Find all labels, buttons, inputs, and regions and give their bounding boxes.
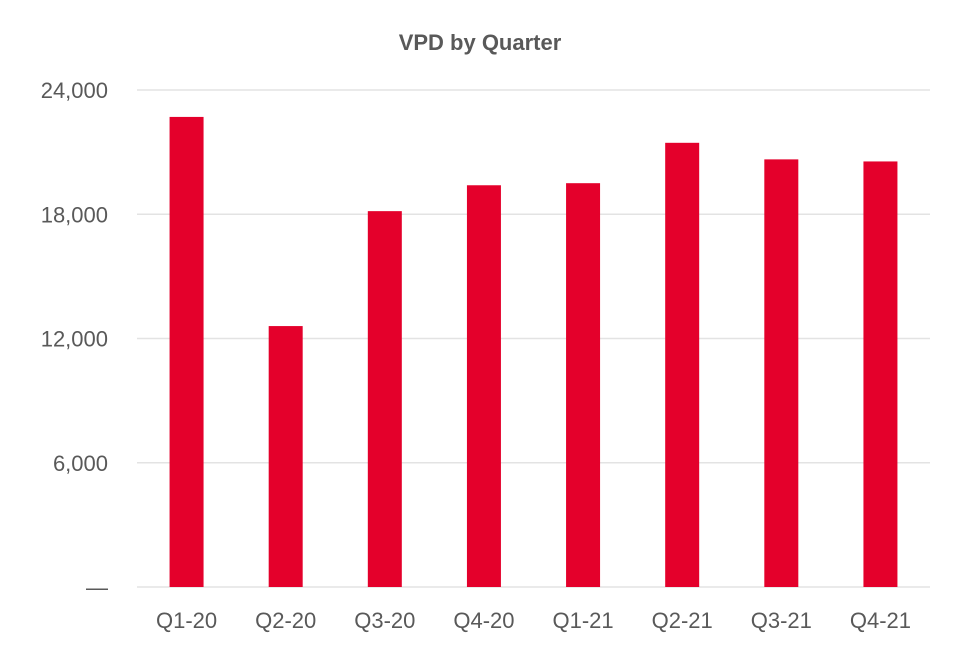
x-tick-label-q3-20: Q3-20 (354, 608, 415, 633)
y-tick-label-0: — (86, 575, 108, 600)
bar-q4-20 (466, 185, 501, 587)
x-tick-label-q2-20: Q2-20 (255, 608, 316, 633)
bar-q2-20 (268, 326, 303, 587)
gridlines (137, 89, 930, 588)
x-tick-label-q2-21: Q2-21 (652, 608, 713, 633)
y-tick-label-1: 6,000 (53, 451, 108, 476)
bar-q3-20 (367, 211, 402, 588)
y-tick-label-4: 24,000 (41, 78, 108, 103)
x-tick-label-q1-20: Q1-20 (156, 608, 217, 633)
y-axis-ticks: — 6,000 12,000 18,000 24,000 (41, 78, 108, 600)
bar-q2-21 (665, 142, 700, 587)
x-tick-label-q4-20: Q4-20 (453, 608, 514, 633)
bar-q1-21 (566, 183, 601, 587)
bar-q4-21 (863, 161, 898, 587)
bars (169, 116, 898, 588)
y-tick-label-2: 12,000 (41, 327, 108, 352)
chart-title: VPD by Quarter (399, 30, 562, 55)
y-tick-label-3: 18,000 (41, 202, 108, 227)
bar-q3-21 (764, 159, 799, 587)
x-tick-label-q1-21: Q1-21 (552, 608, 613, 633)
x-tick-label-q4-21: Q4-21 (850, 608, 911, 633)
x-axis-ticks: Q1-20 Q2-20 Q3-20 Q4-20 Q1-21 Q2-21 Q3-21 Q4-21 (156, 608, 911, 633)
bar-q1-20 (169, 116, 204, 587)
x-tick-label-q3-21: Q3-21 (751, 608, 812, 633)
